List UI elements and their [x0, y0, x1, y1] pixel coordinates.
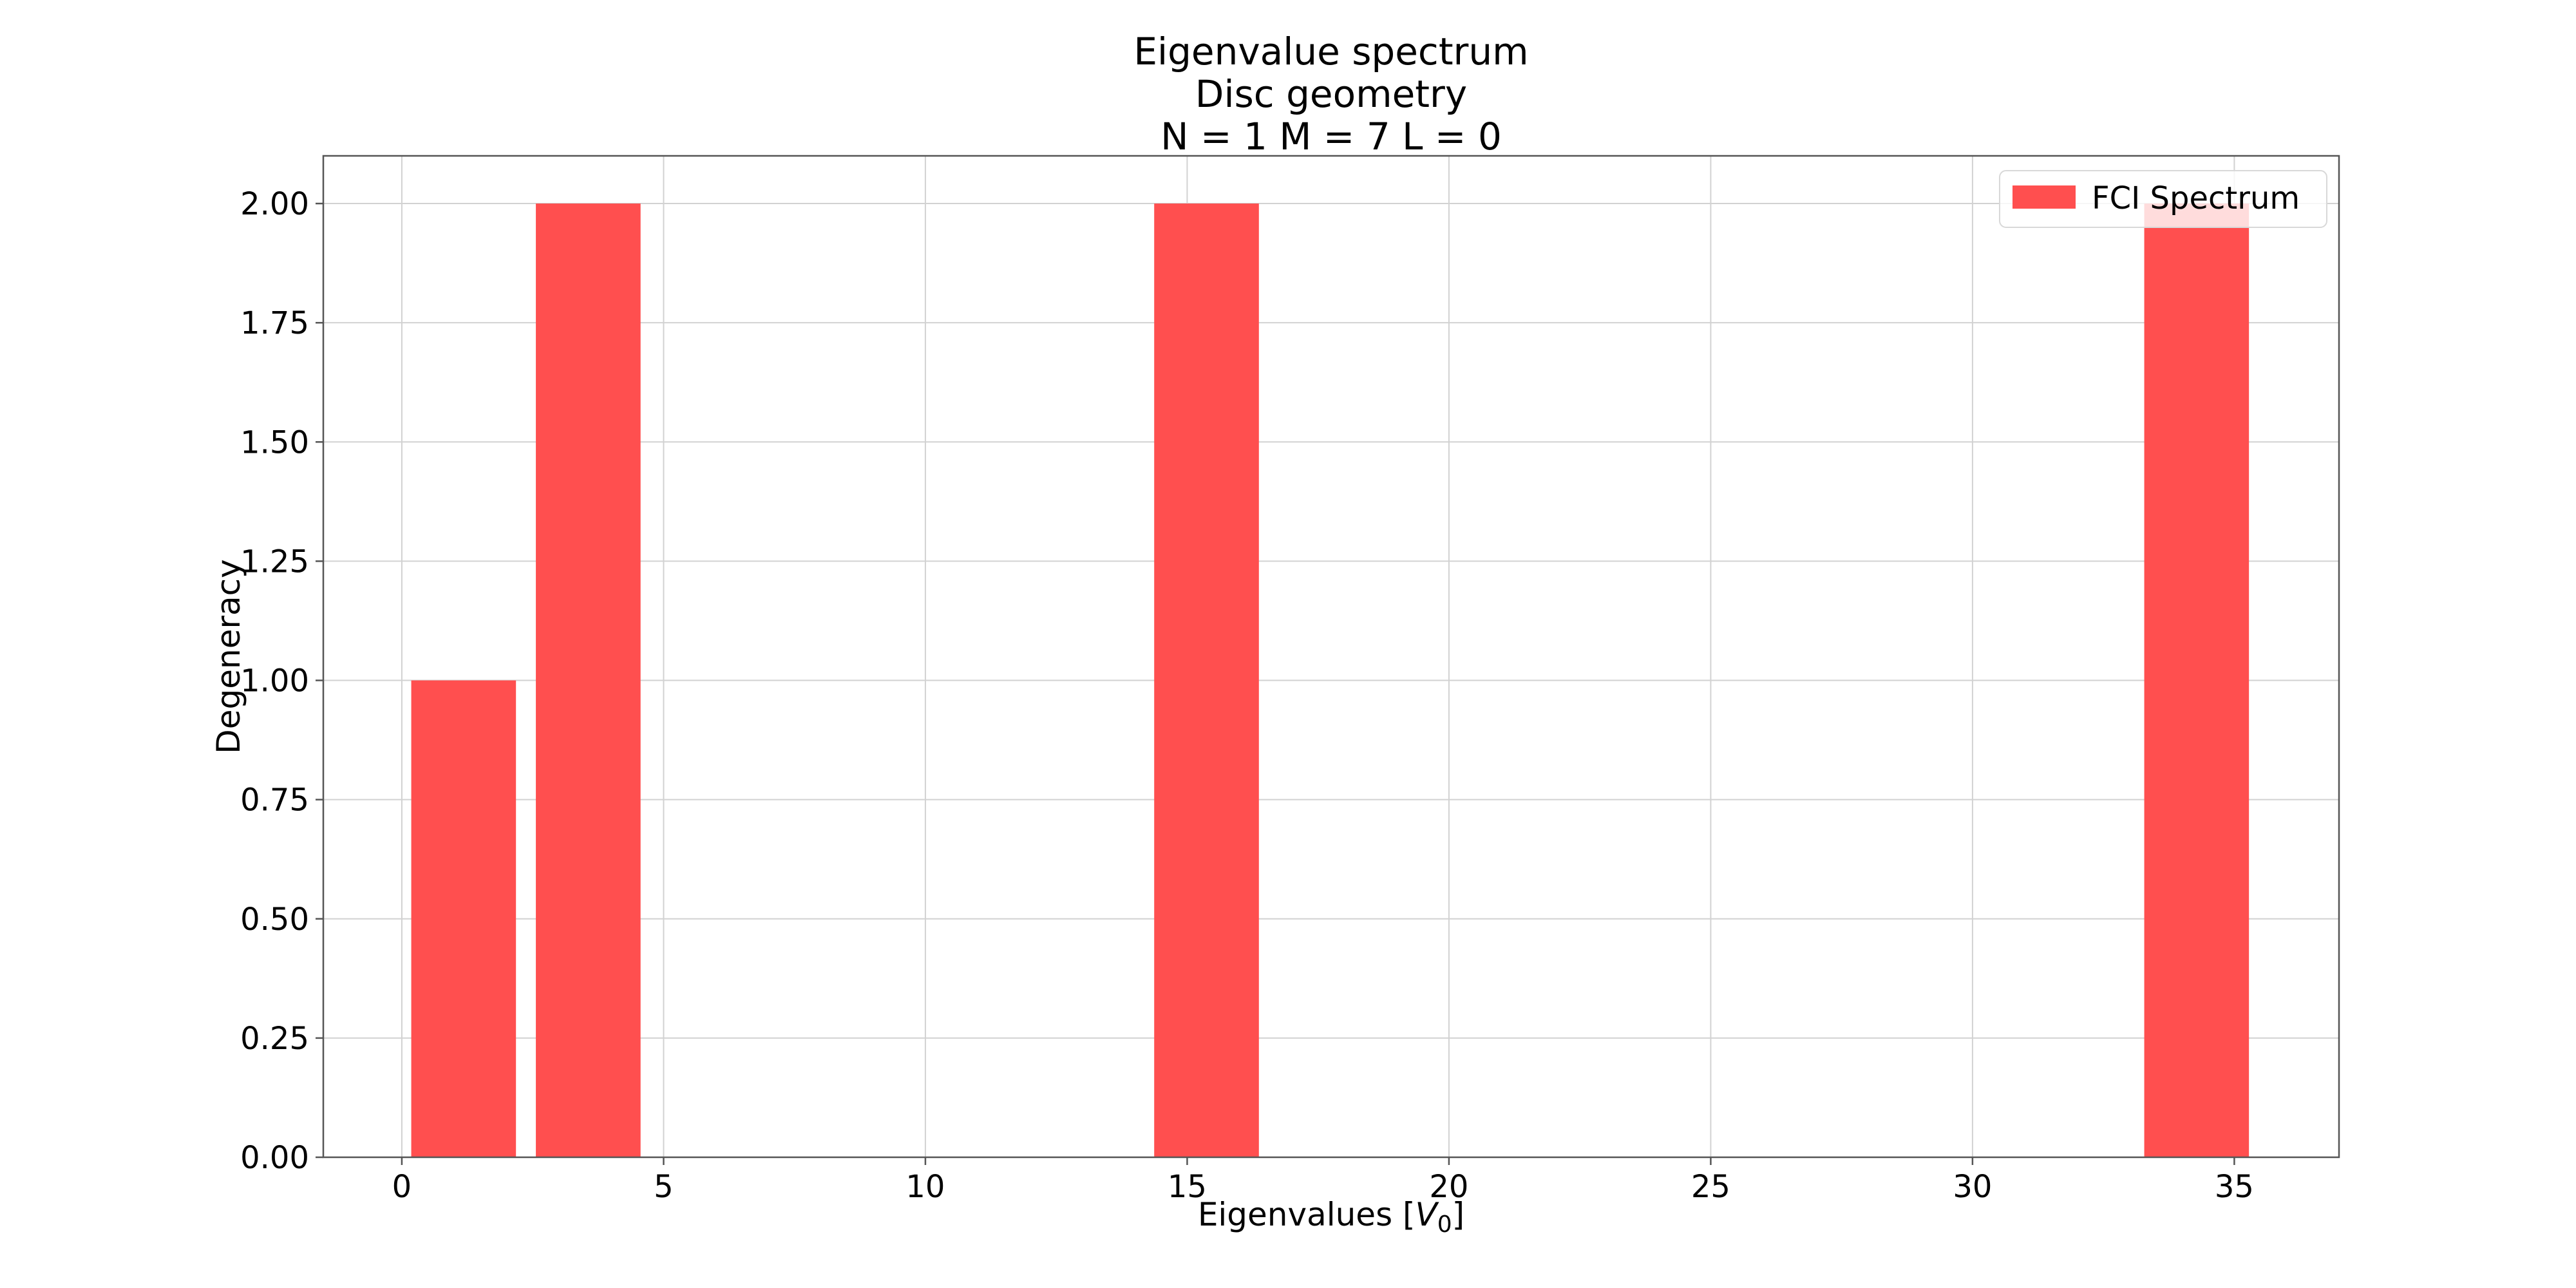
y-axis-ticks: 0.00 0.25 0.50 0.75 1.00 1.25 1.50 1.75 2.00: [240, 186, 323, 1176]
x-axis-label-symbol: V: [1416, 1196, 1440, 1233]
x-axis-label: Eigenvalues [V0]: [1198, 1196, 1464, 1238]
y-tick-label: 0.75: [240, 782, 309, 819]
y-tick-label: 1.50: [240, 424, 309, 460]
grid: [323, 156, 2339, 1158]
legend-box: [1999, 170, 2327, 228]
x-tick-label: 35: [2215, 1169, 2254, 1205]
legend-swatch: [2012, 185, 2076, 209]
x-tick-label: 5: [654, 1169, 674, 1205]
bar: [1154, 204, 1259, 1157]
x-axis-label-subscript: 0: [1437, 1211, 1452, 1238]
bar: [2144, 204, 2249, 1157]
x-tick-label: 25: [1691, 1169, 1730, 1205]
chart-title-line-3: N = 1 M = 7 L = 0: [1160, 115, 1502, 158]
x-tick-label: 15: [1168, 1169, 1207, 1205]
bar: [411, 680, 516, 1157]
y-tick-label: 0.00: [240, 1140, 309, 1176]
x-axis-label-suffix: ]: [1452, 1196, 1465, 1233]
plot-frame: [322, 155, 2340, 1159]
y-axis-label: Degeneracy: [210, 559, 247, 754]
x-tick-label: 20: [1429, 1169, 1468, 1205]
bars: [411, 204, 2249, 1157]
legend-label: FCI Spectrum: [2092, 180, 2300, 216]
x-axis-ticks: 0 5 10 15 20 25 30 35: [392, 1157, 2254, 1205]
bar: [536, 204, 641, 1157]
x-tick-label: 30: [1953, 1169, 1992, 1205]
x-tick-label: 0: [392, 1169, 412, 1205]
chart-title-line-1: Eigenvalue spectrum: [1133, 30, 1528, 73]
legend: FCI Spectrum: [1999, 170, 2327, 228]
chart-title-line-2: Disc geometry: [1195, 72, 1467, 116]
y-tick-label: 1.75: [240, 305, 309, 341]
y-tick-label: 1.25: [240, 544, 309, 580]
x-tick-label: 10: [905, 1169, 945, 1205]
y-tick-label: 2.00: [240, 186, 309, 222]
y-tick-label: 1.00: [240, 663, 309, 699]
y-tick-label: 0.50: [240, 902, 309, 938]
x-axis-label-text: Eigenvalues [: [1198, 1196, 1416, 1233]
y-tick-label: 0.25: [240, 1021, 309, 1057]
